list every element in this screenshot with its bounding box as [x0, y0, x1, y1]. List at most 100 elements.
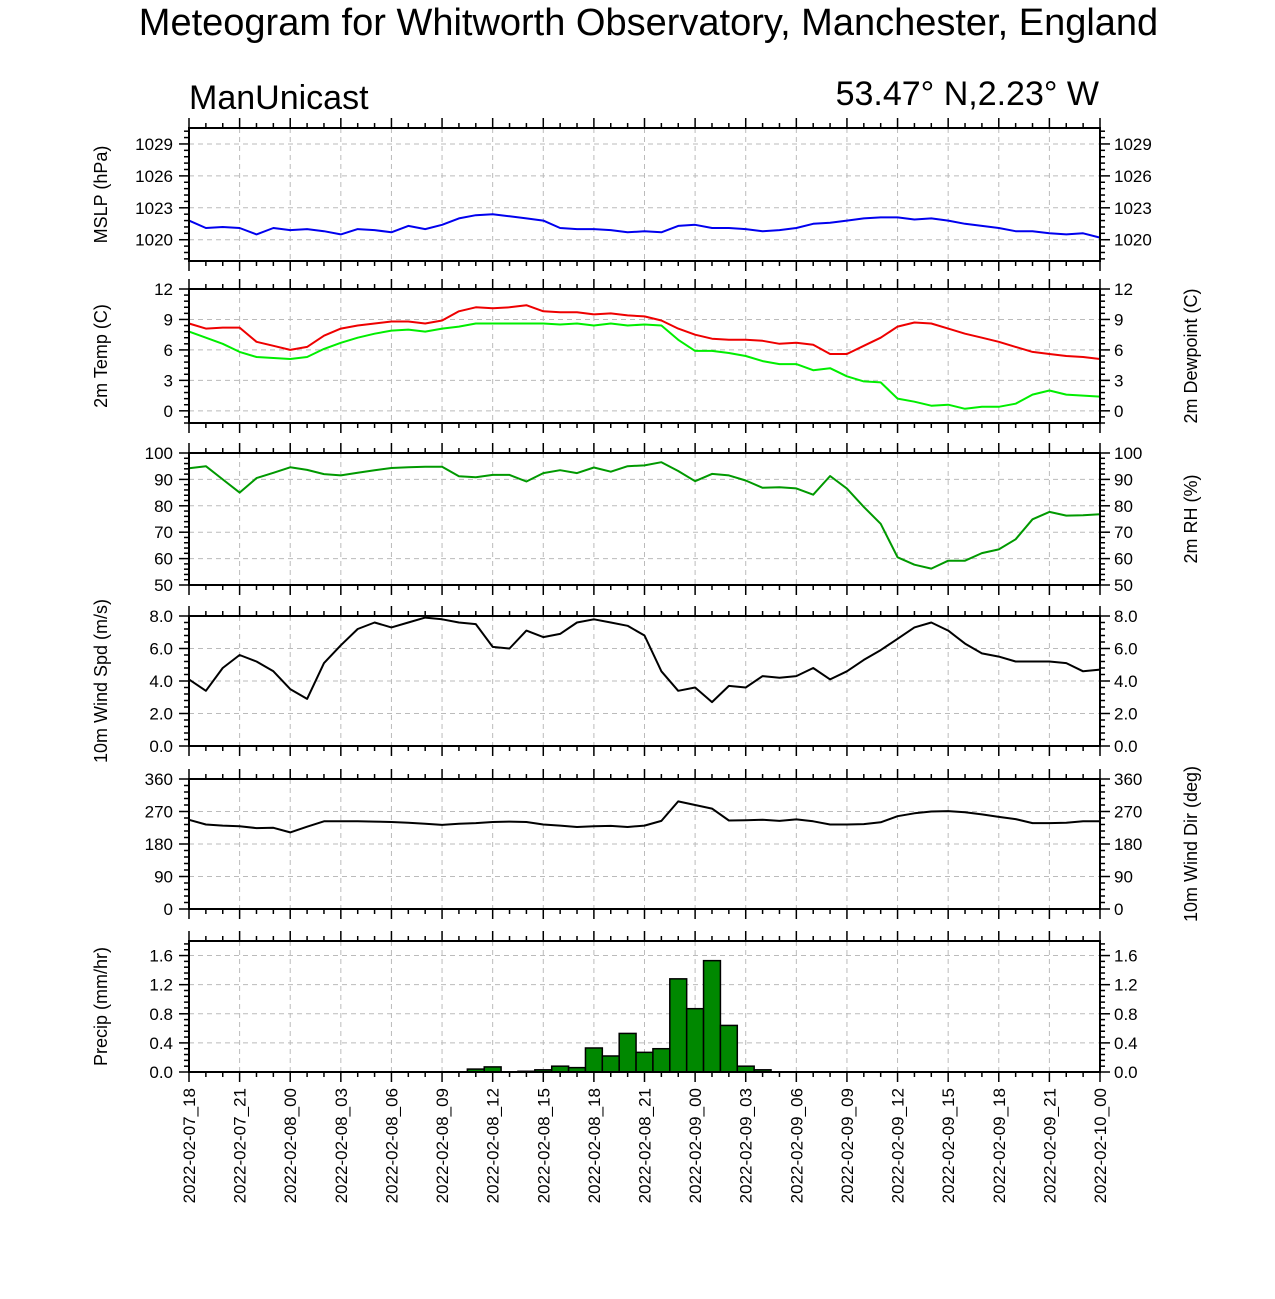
- y-tick-label-left: 90: [154, 470, 173, 489]
- x-tick-label: 2022-02-08_12: [484, 1088, 503, 1203]
- x-tick-label: 2022-02-08_18: [585, 1088, 604, 1203]
- series-line-rh: [188, 461, 1101, 570]
- y-tick-label-right: 0: [1114, 900, 1123, 919]
- panel-3: 0.0 0.0 2.0 2.0 4.0 4.0 6.0 6.0 8.0 8.0 10m Wind S…: [91, 599, 1138, 763]
- y-tick-label-left: 0.4: [149, 1034, 173, 1053]
- y-tick-label-left: 6.0: [149, 640, 173, 659]
- y-tick-label-right: 1026: [1114, 167, 1152, 186]
- y-tick-label-left: 100: [145, 444, 173, 463]
- y-tick-label-left: 1020: [135, 231, 173, 250]
- x-tick-label: 2022-02-08_09: [433, 1088, 452, 1203]
- precip-bar: [702, 959, 722, 1073]
- y-axis-title-left: 2m Temp (C): [91, 304, 111, 408]
- y-tick-label-right: 12: [1114, 280, 1133, 299]
- series-line-wind: [188, 616, 1101, 704]
- y-tick-label-left: 60: [154, 550, 173, 569]
- precip-bar: [601, 1055, 620, 1073]
- precip-bar: [719, 1024, 739, 1073]
- y-tick-label-left: 6: [164, 341, 173, 360]
- y-tick-label-left: 70: [154, 523, 173, 542]
- y-tick-label-right: 90: [1114, 868, 1133, 887]
- x-tick-label: 2022-02-10_00: [1091, 1088, 1110, 1203]
- y-tick-label-left: 90: [154, 868, 173, 887]
- x-tick-label: 2022-02-09_06: [787, 1088, 806, 1203]
- y-tick-label-right: 0.0: [1114, 1063, 1138, 1082]
- x-tick-label: 2022-02-09_09: [838, 1088, 857, 1203]
- y-tick-label-right: 4.0: [1114, 672, 1138, 691]
- panel-4: 0 0 90 90 180 180 270 270 360 360 10m Wind Dir (de…: [145, 766, 1201, 922]
- y-tick-label-right: 100: [1114, 444, 1142, 463]
- x-tick-label: 2022-02-09_12: [889, 1088, 908, 1203]
- y-tick-label-left: 2.0: [149, 705, 173, 724]
- y-tick-label-right: 6.0: [1114, 640, 1138, 659]
- model-name-label: ManUnicast: [189, 79, 369, 117]
- y-tick-label-left: 1.6: [149, 947, 173, 966]
- y-tick-label-right: 8.0: [1114, 607, 1138, 626]
- x-tick-label: 2022-02-08_21: [636, 1088, 655, 1203]
- x-tick-label: 2022-02-09_00: [686, 1088, 705, 1203]
- y-tick-label-left: 50: [154, 576, 173, 595]
- y-tick-label-left: 3: [164, 371, 173, 390]
- x-tick-label: 2022-02-09_18: [990, 1088, 1009, 1203]
- y-tick-label-right: 70: [1114, 523, 1133, 542]
- y-axis-title-right: 10m Wind Dir (deg): [1181, 766, 1201, 922]
- panel-2: 50 50 60 60 70 70 80 80 90 90 100 100 2m RH (%): [145, 443, 1201, 595]
- y-tick-label-right: 80: [1114, 497, 1133, 516]
- chart-title: Meteogram for Whitworth Observatory, Man…: [138, 2, 1159, 44]
- panel-1: 0 0 3 3 6 6 9 9 12 12 2m Temp (C) 2m Dewpoint (C): [91, 279, 1201, 433]
- precip-bar: [618, 1032, 637, 1073]
- y-tick-label-left: 0: [164, 402, 173, 421]
- y-tick-label-right: 270: [1114, 803, 1142, 822]
- y-tick-label-right: 1023: [1114, 199, 1152, 218]
- y-tick-label-left: 9: [164, 310, 173, 329]
- y-tick-label-left: 0: [164, 900, 173, 919]
- y-tick-label-left: 0.0: [149, 737, 173, 756]
- panel-0: 1020 1020 1023 1023 1026 1026 1029 1029 MSLP (hP…: [91, 118, 1152, 271]
- x-tick-label: 2022-02-09_03: [737, 1088, 756, 1203]
- y-tick-label-left: 180: [145, 835, 173, 854]
- y-tick-label-right: 1029: [1114, 135, 1152, 154]
- precip-bar: [635, 1051, 654, 1073]
- y-tick-label-right: 3: [1114, 371, 1123, 390]
- y-tick-label-right: 0.0: [1114, 737, 1138, 756]
- y-tick-label-right: 90: [1114, 470, 1133, 489]
- y-tick-label-right: 60: [1114, 550, 1133, 569]
- y-tick-label-left: 8.0: [149, 607, 173, 626]
- y-tick-label-left: 1026: [135, 167, 173, 186]
- x-tick-label: 2022-02-09_21: [1040, 1088, 1059, 1203]
- x-tick-label: 2022-02-08_03: [332, 1088, 351, 1203]
- y-tick-label-left: 1.2: [149, 976, 173, 995]
- y-tick-label-right: 1.2: [1114, 976, 1138, 995]
- y-tick-label-right: 6: [1114, 341, 1123, 360]
- y-axis-title-left: 10m Wind Spd (m/s): [91, 599, 111, 763]
- y-axis-title-right: 2m RH (%): [1181, 475, 1201, 564]
- y-tick-label-right: 0.4: [1114, 1034, 1138, 1053]
- series-line-mslp: [188, 213, 1101, 239]
- y-tick-label-right: 0: [1114, 402, 1123, 421]
- panel-5: 0.0 0.0 0.4 0.4 0.8 0.8 1.2 1.2 1.6 1.6 Precip (mm…: [91, 931, 1138, 1082]
- x-tick-label: 2022-02-08_00: [281, 1088, 300, 1203]
- precip-bar: [652, 1047, 671, 1073]
- coordinates-label: 53.47° N,2.23° W: [835, 75, 1099, 113]
- y-tick-label-right: 1.6: [1114, 947, 1138, 966]
- y-tick-label-right: 0.8: [1114, 1005, 1138, 1024]
- x-tick-label: 2022-02-07_21: [231, 1088, 250, 1203]
- x-tick-label: 2022-02-08_06: [382, 1088, 401, 1203]
- x-tick-label: 2022-02-07_18: [180, 1088, 199, 1203]
- y-tick-label-right: 2.0: [1114, 705, 1138, 724]
- y-tick-label-right: 1020: [1114, 231, 1152, 250]
- y-tick-label-right: 360: [1114, 770, 1142, 789]
- y-tick-label-left: 360: [145, 770, 173, 789]
- y-tick-label-left: 4.0: [149, 672, 173, 691]
- y-tick-label-left: 1023: [135, 199, 173, 218]
- y-tick-label-left: 270: [145, 803, 173, 822]
- precip-bar: [685, 1007, 705, 1073]
- y-tick-label-left: 1029: [135, 135, 173, 154]
- y-tick-label-right: 180: [1114, 835, 1142, 854]
- precip-bar: [584, 1047, 604, 1073]
- precip-bar: [669, 978, 688, 1073]
- y-tick-label-right: 50: [1114, 576, 1133, 595]
- y-tick-label-left: 0.0: [149, 1063, 173, 1082]
- y-axis-title-left: MSLP (hPa): [91, 146, 111, 244]
